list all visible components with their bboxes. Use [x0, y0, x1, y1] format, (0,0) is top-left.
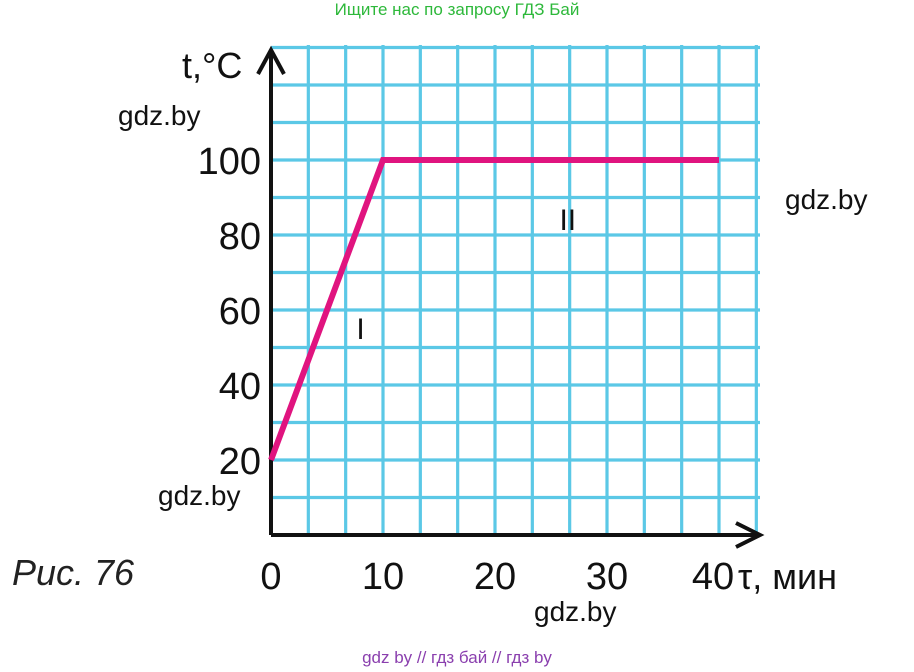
- x-tick-label: 10: [362, 556, 404, 598]
- y-axis-label: t,°C: [182, 45, 242, 86]
- x-tick-label: 20: [474, 556, 516, 598]
- series-line: [268, 157, 719, 462]
- x-tick-label: 40: [692, 556, 734, 598]
- segment-label: I: [356, 313, 364, 346]
- y-tick-label: 60: [219, 291, 261, 333]
- top-banner: Ищите нас по запросу ГДЗ Бай: [334, 0, 580, 19]
- watermark: gdz.by: [534, 596, 617, 627]
- segment-label: II: [559, 204, 576, 237]
- y-tick-label: 100: [198, 141, 261, 183]
- watermark: gdz.by: [118, 100, 201, 131]
- x-axis-label: τ, мин: [738, 556, 837, 597]
- y-tick-label: 80: [219, 216, 261, 258]
- watermark: gdz.by: [158, 480, 241, 511]
- bottom-banner: gdz by // гдз бай // гдз by: [362, 648, 552, 667]
- y-tick-label: 20: [219, 441, 261, 483]
- y-axis-arrow: [256, 45, 286, 75]
- watermark: gdz.by: [785, 184, 868, 215]
- x-axis-arrow: [735, 521, 765, 549]
- x-tick-label: 30: [586, 556, 628, 598]
- y-tick-label: 40: [219, 366, 261, 408]
- figure-caption: Рис. 76: [12, 552, 135, 593]
- x-tick-label: 0: [260, 556, 281, 598]
